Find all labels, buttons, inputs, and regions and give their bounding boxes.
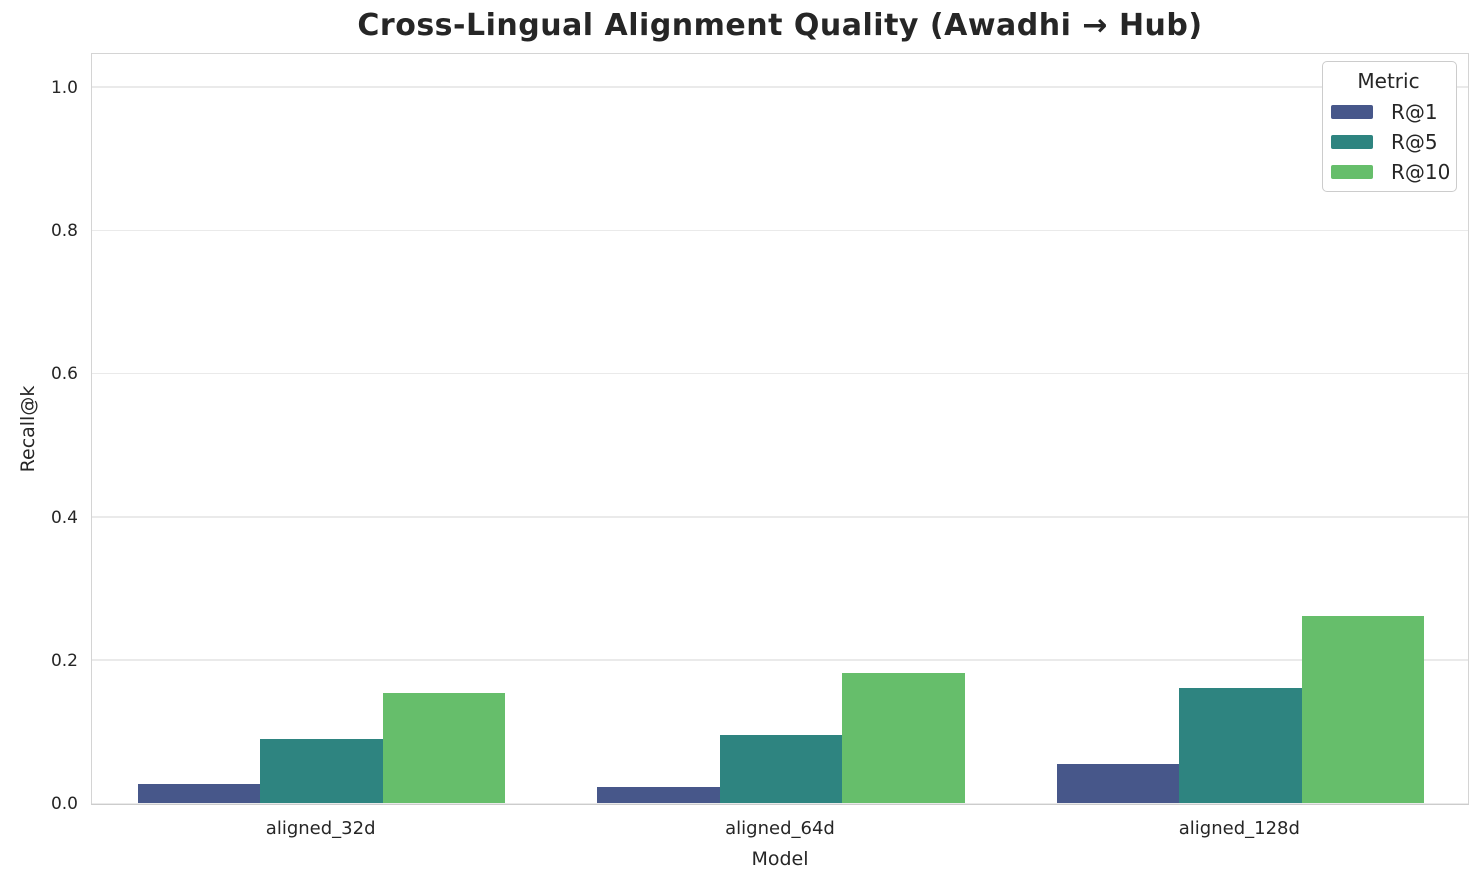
bar-aligned_64d-R@5: [719, 734, 843, 803]
bar-aligned_128d-R@1: [1056, 763, 1180, 803]
plot-area: Metric R@1 R@5 R@10: [91, 53, 1469, 805]
legend-items: R@1 R@5 R@10: [1331, 99, 1450, 184]
bar-aligned_64d-R@1: [597, 787, 720, 803]
y-axis-label: Recall@k: [17, 385, 39, 473]
bar-aligned_64d-R@10: [842, 672, 965, 803]
y-tick-label: 1.0: [50, 77, 78, 98]
chart-title: Cross-Lingual Alignment Quality (Awadhi …: [357, 8, 1203, 43]
x-axis-label: Model: [751, 848, 809, 870]
legend-label: R@1: [1391, 99, 1438, 124]
bar-aligned_32d-R@1: [137, 783, 261, 803]
gridline-0.6: [92, 372, 1468, 375]
gridline-0.8: [92, 229, 1468, 232]
legend-swatch-icon: [1331, 164, 1373, 179]
y-tick-label: 0.6: [50, 364, 78, 385]
legend-label: R@10: [1391, 159, 1451, 184]
x-tick-label-aligned_128d: aligned_128d: [1178, 818, 1300, 839]
legend: Metric R@1 R@5 R@10: [1322, 61, 1457, 192]
gridline-1.0: [92, 86, 1468, 88]
y-tick-label: 0.8: [50, 221, 78, 242]
legend-item-R@1: R@1: [1331, 99, 1446, 124]
y-tick-label: 0.4: [50, 507, 78, 528]
bar-aligned_32d-R@10: [382, 693, 506, 803]
legend-title: Metric: [1357, 69, 1420, 93]
legend-swatch-icon: [1331, 134, 1373, 149]
bar-aligned_128d-R@5: [1179, 687, 1302, 803]
gridline-0.0: [92, 802, 1468, 804]
legend-swatch-icon: [1331, 104, 1373, 119]
legend-item-R@5: R@5: [1331, 129, 1446, 154]
y-tick-label: 0.2: [50, 650, 78, 671]
bar-aligned_32d-R@5: [260, 738, 383, 803]
x-tick-label-aligned_32d: aligned_32d: [265, 818, 376, 839]
legend-label: R@5: [1391, 129, 1438, 154]
gridline-0.2: [92, 659, 1468, 661]
y-tick-label: 0.0: [50, 794, 78, 814]
x-tick-label-aligned_64d: aligned_64d: [725, 818, 835, 839]
gridline-0.4: [92, 516, 1468, 518]
legend-item-R@10: R@10: [1331, 160, 1450, 184]
bar-aligned_128d-R@10: [1301, 616, 1425, 803]
